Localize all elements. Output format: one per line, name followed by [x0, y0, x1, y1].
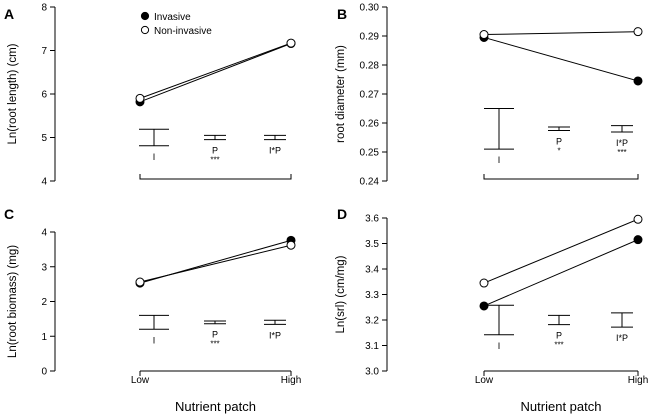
error-bar-label: I — [153, 335, 156, 345]
significance-label: *** — [210, 156, 219, 165]
y-tick-label: 3 — [41, 262, 47, 273]
y-tick-label: 3.0 — [365, 367, 379, 378]
y-tick-label: 0.28 — [360, 61, 380, 72]
y-tick-label: 3.6 — [365, 214, 379, 225]
data-point-non-invasive — [286, 240, 296, 250]
y-tick-label: 8 — [41, 3, 47, 14]
y-tick-label: 0.29 — [360, 32, 380, 43]
error-bar-label: P — [212, 330, 218, 340]
y-tick-label: 2 — [41, 297, 47, 308]
y-tick-label: 1 — [41, 332, 47, 343]
significance-bracket — [483, 174, 639, 180]
y-tick-label: 4 — [41, 228, 47, 239]
legend-entry: Non-invasive — [154, 26, 212, 37]
panel-letter: C — [4, 206, 14, 222]
series-line-non-invasive — [483, 31, 639, 36]
y-tick-label: 6 — [41, 90, 47, 101]
data-point-non-invasive — [135, 277, 145, 287]
x-axis-title: Nutrient patch — [175, 399, 256, 414]
significance-label: *** — [554, 341, 563, 350]
panel-c: C Nutrient patch 0 1 2 3 4 Ln(root biomass) (… — [4, 206, 301, 414]
y-tick-label: 3.4 — [365, 265, 379, 276]
error-bar-label: P — [556, 137, 562, 147]
error-bar-label: I*P — [616, 333, 628, 343]
error-bar — [484, 304, 514, 336]
error-bar — [611, 125, 633, 133]
error-bar-label: P — [212, 146, 218, 156]
data-point-non-invasive — [633, 27, 643, 37]
error-bar — [264, 134, 286, 141]
legend-marker — [140, 25, 150, 35]
error-bar-label: I*P — [269, 146, 281, 156]
y-tick-label: 0.25 — [360, 148, 380, 159]
y-tick-label: 5 — [41, 133, 47, 144]
series-line-non-invasive — [139, 244, 292, 283]
y-tick-label: 3.1 — [365, 341, 379, 352]
error-bar-label: P — [556, 331, 562, 341]
y-tick-label: 4 — [41, 177, 47, 188]
error-bar-label: I — [498, 341, 501, 351]
x-axis-title: Nutrient patch — [521, 399, 602, 414]
legend-entry: Invasive — [154, 12, 191, 23]
panel-a: A 4 5 6 7 8 Ln(root length) (cm) I P*** I*P Invas… — [4, 3, 296, 188]
data-point-non-invasive — [135, 93, 145, 103]
data-point-invasive — [633, 235, 643, 245]
y-tick-label: 3.2 — [365, 316, 379, 327]
error-bar — [139, 128, 169, 147]
y-tick-label: 3.5 — [365, 239, 379, 250]
data-point-non-invasive — [479, 30, 489, 40]
series-line-invasive — [483, 239, 639, 307]
y-tick-label: 0.26 — [360, 119, 380, 130]
y-tick-label: 7 — [41, 46, 47, 57]
significance-label: * — [557, 147, 560, 156]
panel-letter: B — [337, 6, 347, 22]
data-point-non-invasive — [286, 38, 296, 48]
x-tick-label: Low — [131, 375, 150, 386]
error-bar — [204, 320, 226, 325]
data-point-invasive — [479, 301, 489, 311]
significance-label: *** — [617, 148, 626, 157]
data-point-invasive — [633, 76, 643, 86]
error-bar — [548, 314, 570, 326]
error-bar-label: I*P — [616, 138, 628, 148]
error-bar-label: I — [153, 152, 156, 162]
error-bar — [139, 314, 169, 330]
series-line-non-invasive — [483, 218, 639, 284]
y-tick-label: 0.27 — [360, 90, 380, 101]
legend-marker — [140, 11, 150, 21]
series-line-invasive — [139, 43, 292, 103]
error-bar-label: I — [498, 155, 501, 165]
y-tick-label: 0.24 — [360, 177, 380, 188]
error-bar — [484, 108, 514, 150]
data-point-non-invasive — [633, 214, 643, 224]
y-axis-title: Ln(srl) (cm/mg) — [335, 255, 347, 333]
y-tick-label: 0 — [41, 367, 47, 378]
error-bar-label: I*P — [269, 330, 281, 340]
error-bar — [548, 126, 570, 132]
x-tick-label: High — [281, 375, 302, 386]
series-line-non-invasive — [139, 42, 292, 99]
error-bar — [264, 319, 286, 325]
y-axis-title: root diameter (mm) — [335, 45, 347, 143]
error-bar — [611, 312, 633, 328]
x-tick-label: Low — [475, 375, 494, 386]
y-axis-title: Ln(root length) (cm) — [7, 43, 19, 144]
x-tick-label: High — [628, 375, 649, 386]
significance-bracket — [139, 174, 292, 180]
data-point-non-invasive — [479, 278, 489, 288]
y-tick-label: 3.3 — [365, 290, 379, 301]
error-bar — [204, 134, 226, 141]
panel-letter: A — [4, 6, 14, 22]
significance-label: *** — [210, 340, 219, 349]
panel-b: B 0.24 0.25 0.26 0.27 0.28 0.29 0.30 root diame… — [335, 3, 643, 188]
panel-d: D Nutrient patch 3.0 3.1 3.2 3.3 3.4 3.5 3.6 Ln… — [335, 206, 648, 414]
y-tick-label: 0.30 — [360, 3, 380, 14]
series-line-invasive — [483, 36, 639, 82]
panel-letter: D — [337, 206, 347, 222]
y-axis-title: Ln(root biomass) (mg) — [7, 245, 19, 358]
